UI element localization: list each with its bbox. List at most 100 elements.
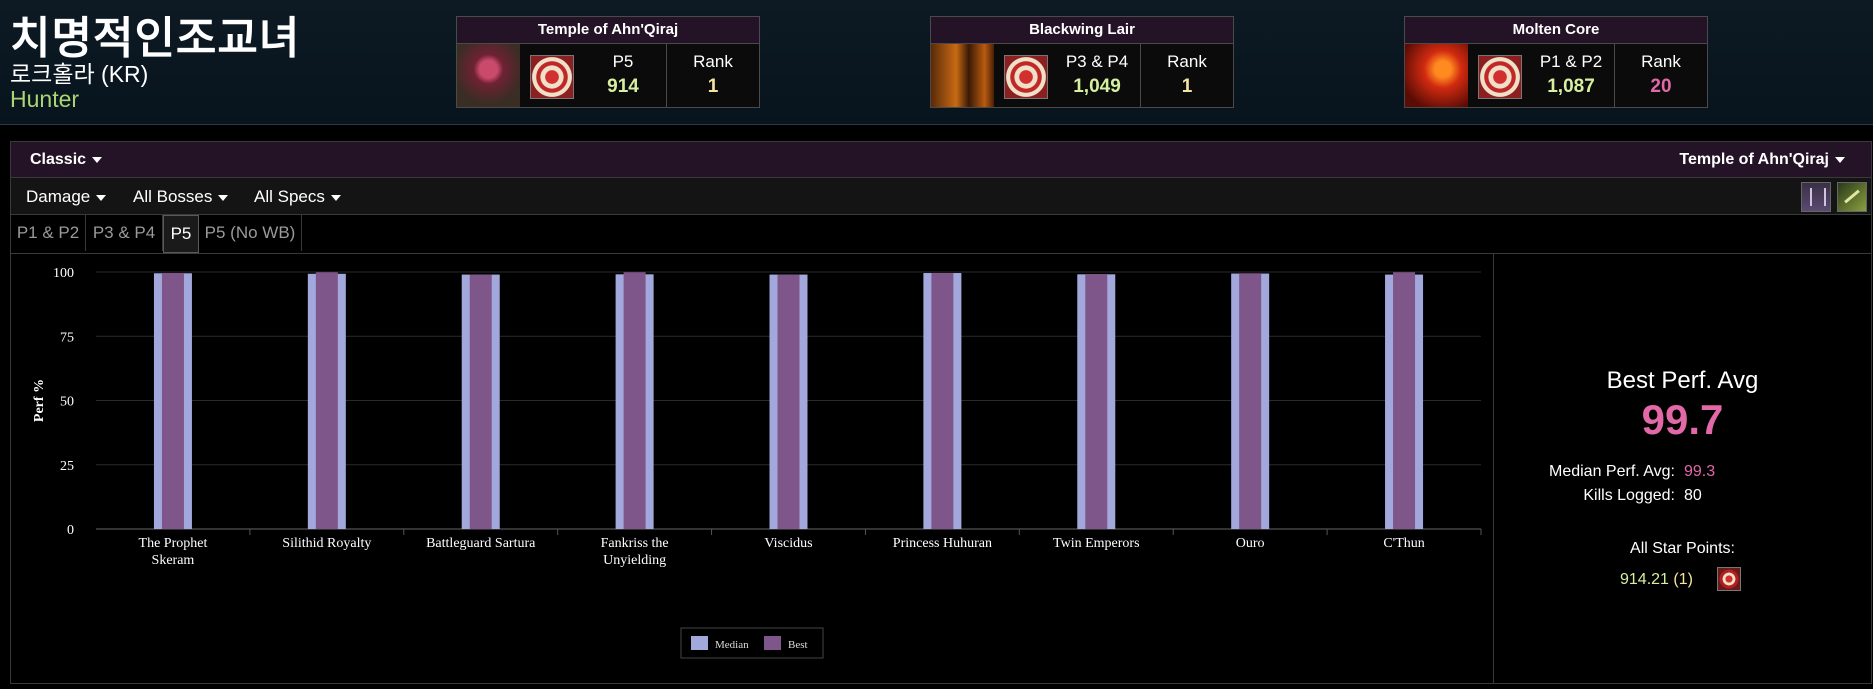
metric-label: Damage	[26, 187, 91, 206]
zone-image-icon	[457, 44, 520, 107]
legend-swatch-best	[764, 636, 781, 650]
bar-best	[623, 272, 646, 529]
zone-image-icon	[1405, 44, 1468, 107]
zone-title: Temple of Ahn'Qiraj	[457, 17, 759, 44]
raid-size-icon[interactable]	[1801, 182, 1831, 212]
specs-dropdown[interactable]: All Specs	[254, 187, 341, 207]
zone-card-mc[interactable]: Molten Core P1 & P2 1,087 Rank 20	[1404, 16, 1708, 108]
bar-best	[161, 273, 184, 529]
x-tick-label: Twin Emperors	[1053, 536, 1140, 551]
chevron-down-icon	[1835, 156, 1845, 163]
chevron-down-icon	[96, 194, 107, 201]
x-tick-label: Unyielding	[603, 553, 666, 568]
y-tick-label: 75	[60, 330, 74, 345]
perf-label: P5	[612, 52, 634, 71]
y-tick-label: 0	[67, 523, 74, 538]
x-tick-label: Fankriss the	[601, 536, 669, 551]
character-class[interactable]: Hunter	[10, 86, 80, 112]
character-server: 로크홀라 (KR)	[10, 61, 149, 87]
zone-dropdown[interactable]: Temple of Ahn'Qiraj	[1679, 151, 1845, 169]
kills-label: Kills Logged:	[1583, 487, 1675, 504]
mode-label: Classic	[30, 151, 87, 168]
hunter-spec-icon	[1478, 55, 1522, 99]
rank-label: Rank	[1641, 52, 1681, 71]
key-icon[interactable]	[1837, 182, 1867, 212]
zone-card-bwl[interactable]: Blackwing Lair P3 & P4 1,049 Rank 1	[930, 16, 1234, 108]
filter-bar: Damage All Bosses All Specs	[11, 178, 1871, 215]
zone-rank: Rank 1	[1140, 44, 1233, 107]
zone-title: Blackwing Lair	[931, 17, 1233, 44]
zone-rank: Rank 1	[666, 44, 759, 107]
perf-label: P3 & P4	[1065, 52, 1129, 71]
zone-perf: P1 & P2 1,087	[1527, 44, 1615, 107]
rank-label: Rank	[1167, 52, 1207, 71]
x-tick-label: Viscidus	[764, 536, 812, 551]
best-perf-title: Best Perf. Avg	[1606, 367, 1759, 394]
zone-title: Molten Core	[1405, 17, 1707, 44]
zone-perf: P5 914	[579, 44, 667, 107]
x-tick-label: C'Thun	[1383, 536, 1424, 551]
zone-label: Temple of Ahn'Qiraj	[1679, 151, 1829, 168]
mode-dropdown[interactable]: Classic	[30, 151, 103, 169]
x-tick-label: Silithid Royalty	[282, 536, 371, 551]
chevron-down-icon	[330, 194, 341, 201]
character-header: 치명적인조교녀 로크홀라 (KR) Hunter Temple of Ahn'Q…	[0, 0, 1873, 125]
bosses-dropdown[interactable]: All Bosses	[133, 187, 229, 207]
y-axis-label: Perf %	[32, 379, 47, 422]
rank-value: 1	[707, 76, 719, 97]
star-points-label: All Star Points:	[1630, 540, 1735, 557]
hunter-spec-icon	[1004, 55, 1048, 99]
metric-dropdown[interactable]: Damage	[26, 187, 107, 207]
hunter-spec-icon	[530, 55, 574, 99]
performance-chart-svg: 0 25 50 75 100 Perf % The Prophet Skeram Silithi…	[32, 266, 1482, 659]
perf-value: 1,049	[1073, 76, 1121, 97]
tab-p3-p4[interactable]: P3 & P4	[86, 215, 163, 251]
y-tick-label: 25	[60, 459, 74, 474]
x-tick-label: Ouro	[1236, 536, 1265, 551]
star-points-value: 914.21 (1)	[1620, 571, 1693, 589]
perf-label: P1 & P2	[1539, 52, 1603, 71]
star-points-rank: (1)	[1673, 571, 1693, 588]
perf-value: 1,087	[1547, 76, 1595, 97]
zone-rank: Rank 20	[1614, 44, 1707, 107]
bar-best	[1239, 273, 1262, 529]
median-value: 99.3	[1684, 463, 1716, 480]
rank-value: 20	[1650, 76, 1672, 97]
bar-best	[1393, 272, 1416, 529]
legend-label-best: Best	[788, 639, 808, 651]
x-tick-label: Skeram	[152, 553, 195, 568]
chevron-down-icon	[218, 194, 229, 201]
chevron-down-icon	[92, 156, 103, 163]
summary-panel: Best Perf. Avg 99.7 Median Perf. Avg: 99…	[1494, 253, 1871, 684]
legend-swatch-median	[691, 636, 708, 650]
bar-best	[315, 272, 338, 529]
character-name: 치명적인조교녀	[10, 14, 301, 63]
tab-p1-p2[interactable]: P1 & P2	[11, 215, 86, 251]
specs-label: All Specs	[254, 187, 325, 206]
rank-label: Rank	[693, 52, 733, 71]
median-label: Median Perf. Avg:	[1549, 463, 1675, 480]
bar-best	[931, 273, 954, 529]
star-points-number: 914.21	[1620, 571, 1669, 588]
rank-value: 1	[1181, 76, 1193, 97]
bar-best	[777, 274, 800, 529]
x-tick-label: Battleguard Sartura	[426, 536, 536, 551]
kills-value: 80	[1684, 487, 1702, 504]
tab-p5-no-wb[interactable]: P5 (No WB)	[199, 215, 302, 251]
zone-image-icon	[931, 44, 994, 107]
rankings-panel: Classic Temple of Ahn'Qiraj Damage All B…	[10, 141, 1872, 684]
hunter-spec-icon	[1717, 567, 1741, 591]
x-tick-label: The Prophet	[139, 536, 208, 551]
legend-label-median: Median	[715, 639, 749, 651]
zone-card-aq[interactable]: Temple of Ahn'Qiraj P5 914 Rank 1	[456, 16, 760, 108]
bar-best	[469, 274, 492, 529]
zone-perf: P3 & P4 1,049	[1053, 44, 1141, 107]
y-tick-label: 100	[53, 266, 74, 281]
tab-p5[interactable]: P5	[163, 215, 199, 253]
y-tick-label: 50	[60, 395, 74, 410]
mode-bar: Classic Temple of Ahn'Qiraj	[11, 142, 1871, 178]
x-tick-label: Princess Huhuran	[893, 536, 992, 551]
bosses-label: All Bosses	[133, 187, 213, 206]
perf-value: 914	[607, 76, 639, 97]
performance-chart: 0 25 50 75 100 Perf % The Prophet Skeram Silithi…	[11, 253, 1494, 684]
